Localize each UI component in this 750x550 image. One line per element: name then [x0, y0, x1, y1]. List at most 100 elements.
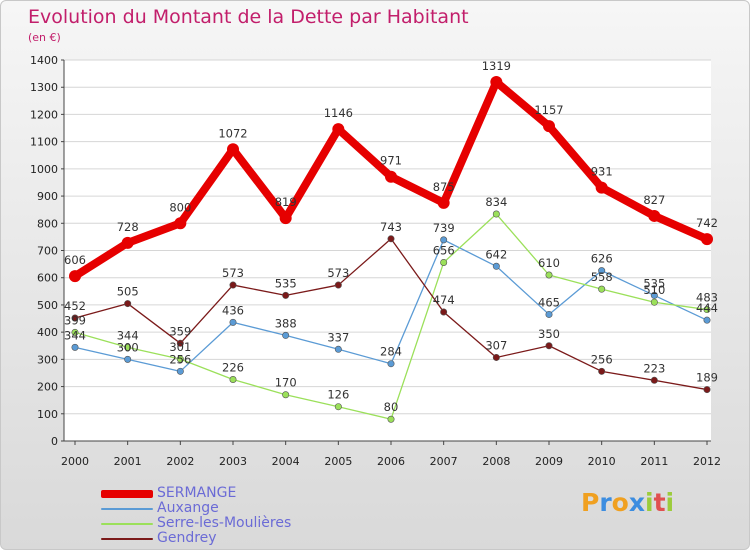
data-point [385, 170, 397, 183]
data-point [387, 415, 395, 423]
data-label: 284 [380, 345, 402, 359]
data-point [703, 386, 711, 394]
data-point [121, 236, 134, 249]
data-label: 743 [380, 220, 402, 234]
data-point [650, 298, 658, 306]
data-point [598, 285, 606, 293]
data-label: 728 [117, 220, 139, 234]
logo-letter: P [581, 488, 600, 517]
y-tick-label: 600 [37, 272, 58, 285]
logo-letter: o [611, 488, 629, 517]
x-tick-label: 2002 [166, 455, 194, 468]
x-tick-label: 2005 [324, 455, 352, 468]
logo-letter: i [665, 488, 675, 517]
legend-swatch [101, 538, 153, 540]
data-point [545, 271, 553, 279]
data-label: 656 [433, 243, 455, 257]
data-label: 971 [380, 154, 402, 168]
data-point [440, 308, 448, 316]
y-tick-label: 500 [37, 299, 58, 312]
data-label: 256 [591, 352, 613, 366]
data-point [701, 233, 713, 246]
logo-letter: r [599, 488, 612, 517]
data-point [229, 281, 237, 289]
y-tick-label: 400 [37, 326, 58, 339]
data-label: 226 [222, 360, 244, 374]
y-tick-label: 1400 [30, 54, 58, 67]
data-label: 606 [64, 253, 86, 267]
x-tick-label: 2000 [61, 455, 89, 468]
proxiti-logo: Proxiti [581, 488, 674, 517]
data-label: 573 [222, 266, 244, 280]
data-label: 819 [275, 195, 297, 209]
data-point [332, 123, 345, 136]
data-point [437, 196, 450, 209]
data-label: 452 [64, 299, 86, 313]
data-label: 1072 [218, 126, 247, 140]
data-point [176, 355, 184, 363]
y-tick-label: 1300 [30, 81, 58, 94]
data-point [595, 181, 608, 194]
data-point [545, 310, 553, 318]
data-point [174, 217, 187, 230]
data-label: 742 [696, 216, 718, 230]
data-point [124, 300, 132, 308]
x-tick-label: 2006 [377, 455, 405, 468]
data-point [176, 339, 184, 347]
data-point [227, 143, 239, 156]
data-label: 573 [327, 266, 349, 280]
legend-label: Gendrey [157, 530, 217, 546]
data-label: 834 [485, 195, 507, 209]
x-tick-label: 2008 [482, 455, 510, 468]
line-chart: 0 100 200 300 400 500 600 700 800 900 1000 1100 1200… [30, 54, 721, 468]
data-label: 800 [169, 200, 191, 214]
data-point [124, 343, 132, 351]
data-point [124, 355, 132, 363]
y-tick-label: 100 [37, 408, 58, 421]
y-tick-label: 0 [51, 435, 58, 448]
data-point [69, 270, 81, 283]
x-tick-label: 2009 [535, 455, 563, 468]
unit-label: (en €) [28, 31, 61, 44]
x-tick-label: 2011 [640, 455, 668, 468]
x-tick-label: 2003 [219, 455, 247, 468]
data-label: 344 [64, 328, 86, 342]
data-label: 344 [117, 328, 139, 342]
data-point [703, 316, 711, 324]
data-point [492, 353, 500, 361]
data-point [176, 367, 184, 375]
data-label: 350 [538, 327, 560, 341]
data-point [440, 236, 448, 244]
data-point [282, 391, 290, 399]
y-tick-label: 1000 [30, 163, 58, 176]
legend-swatch [101, 523, 153, 525]
data-label: 931 [591, 165, 613, 179]
data-label: 535 [643, 276, 665, 290]
data-point [71, 343, 79, 351]
x-tick-label: 2004 [272, 455, 300, 468]
x-tick-label: 2012 [693, 455, 721, 468]
data-point [598, 267, 606, 275]
data-label: 610 [538, 256, 560, 270]
y-tick-label: 900 [37, 190, 58, 203]
y-tick-label: 300 [37, 353, 58, 366]
data-label: 1157 [534, 103, 563, 117]
data-label: 256 [169, 352, 191, 366]
data-point [598, 367, 606, 375]
data-label: 827 [643, 193, 665, 207]
data-label: 642 [485, 247, 507, 261]
y-tick-label: 200 [37, 381, 58, 394]
data-point [282, 291, 290, 299]
x-tick-label: 2007 [430, 455, 458, 468]
data-label: 626 [591, 252, 613, 266]
x-tick-label: 2001 [114, 455, 142, 468]
data-label: 170 [275, 376, 297, 390]
data-point [440, 258, 448, 266]
logo-letter: t [653, 488, 666, 517]
data-point [282, 331, 290, 339]
data-label: 337 [327, 330, 349, 344]
logo-letter: x [628, 488, 645, 517]
data-label: 307 [485, 338, 507, 352]
data-point [703, 306, 711, 314]
data-point [490, 76, 503, 89]
